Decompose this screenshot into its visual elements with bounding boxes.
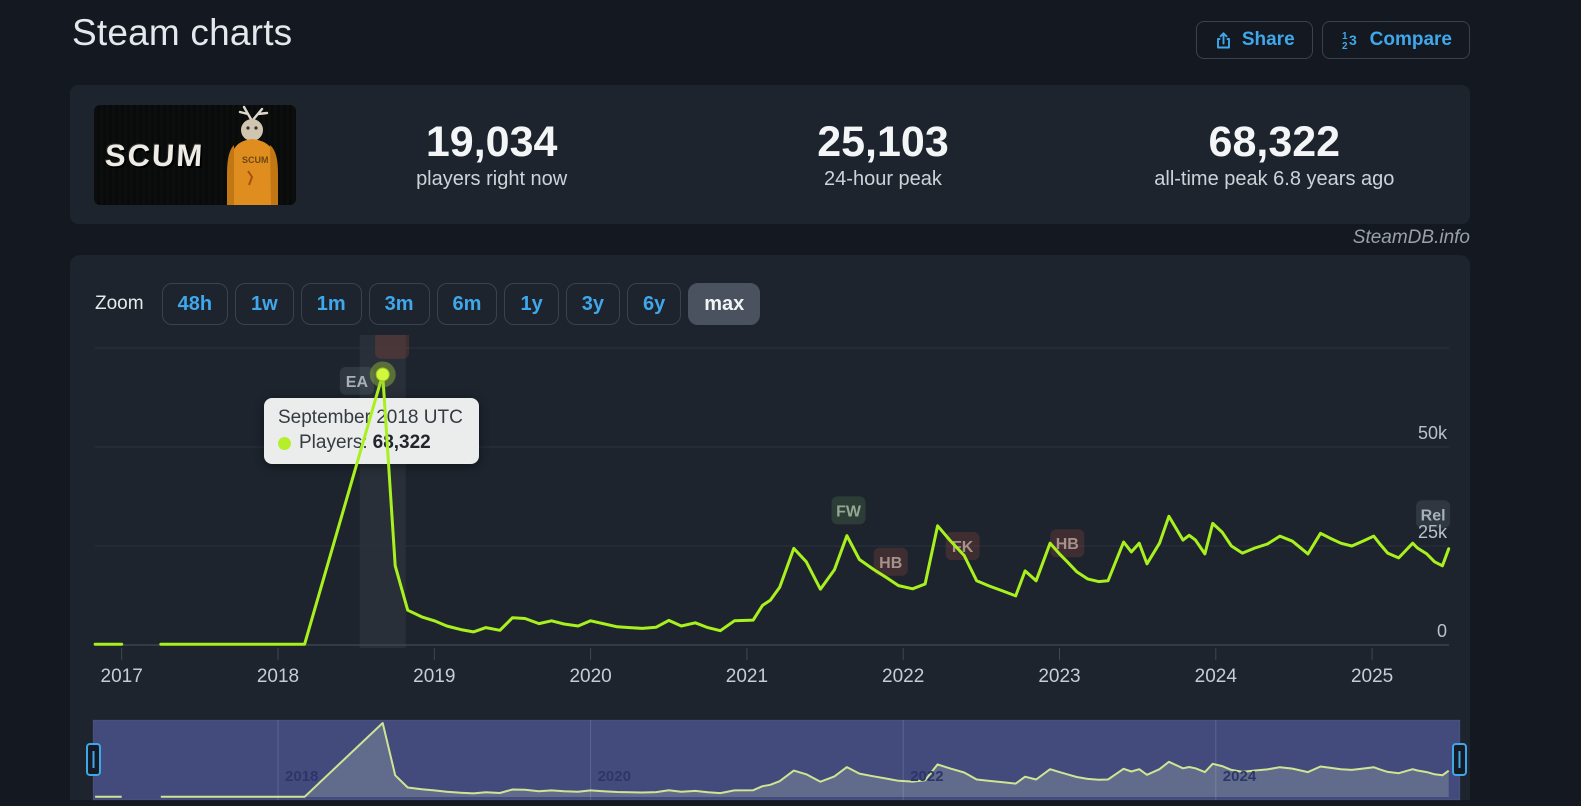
stats-columns: 19,034 players right now 25,103 24-hour … <box>296 118 1470 191</box>
y-axis-label: 50k <box>1418 423 1448 443</box>
stat-alltime-peak-value: 68,322 <box>1208 117 1341 166</box>
x-axis-label: 2020 <box>569 666 611 687</box>
range-button-48h[interactable]: 48h <box>161 283 229 325</box>
x-axis-label: 2022 <box>882 666 924 687</box>
x-axis-label: 2017 <box>101 666 143 687</box>
stats-panel: SCUM SCUM 19,034 players right now 25,10… <box>70 85 1470 224</box>
svg-text:EA: EA <box>346 374 369 391</box>
event-flag-EA[interactable]: EA <box>339 366 374 395</box>
steamdb-watermark: SteamDB.info <box>1352 227 1470 248</box>
event-flag-Rel[interactable]: Rel <box>1416 500 1451 529</box>
tooltip-title: September 2018 UTC <box>278 407 463 428</box>
navigator-year-label: 2020 <box>598 768 631 785</box>
chart-navigator[interactable]: 2018 2020 2022 2024 <box>86 719 1467 801</box>
range-button-1y[interactable]: 1y <box>504 283 559 325</box>
stat-24h-peak-value: 25,103 <box>817 117 949 166</box>
stat-24h-peak: 25,103 24-hour peak <box>687 118 1078 191</box>
range-button-3y[interactable]: 3y <box>565 283 620 325</box>
game-character-art: SCUM <box>204 105 296 205</box>
navigator-year-label: 2018 <box>285 768 318 785</box>
chart-tooltip: September 2018 UTC Players: 68,322 <box>264 398 479 464</box>
range-button-6m[interactable]: 6m <box>436 283 498 325</box>
x-axis-label: 2018 <box>257 666 299 687</box>
share-icon <box>1214 31 1233 50</box>
x-axis-label: 2025 <box>1351 666 1393 687</box>
svg-text:Rel: Rel <box>1421 507 1446 524</box>
game-capsule-image[interactable]: SCUM SCUM <box>94 104 296 205</box>
stat-alltime-peak: 68,322 all-time peak 6.8 years ago <box>1079 118 1470 191</box>
stat-current-players-label: players right now <box>416 168 568 191</box>
y-axis-label: 0 <box>1437 621 1447 641</box>
range-button-max[interactable]: max <box>688 283 761 325</box>
compare-button-label: Compare <box>1369 29 1452 50</box>
svg-text:2: 2 <box>1342 41 1348 50</box>
x-axis-label: 2021 <box>726 666 768 687</box>
svg-text:SCUM: SCUM <box>242 155 269 165</box>
stat-current-players: 19,034 players right now <box>296 118 687 191</box>
stat-24h-peak-label: 24-hour peak <box>824 168 942 191</box>
range-button-6y[interactable]: 6y <box>626 283 682 325</box>
range-button-1m[interactable]: 1m <box>300 283 362 325</box>
series-dot-icon <box>278 436 291 450</box>
chart-panel: Zoom 48h 1w 1m 3m 6m 1y 3y 6y max 50k 25k… <box>70 255 1470 801</box>
header-actions: Share 1 2 3 Compare <box>1195 21 1470 59</box>
svg-text:FW: FW <box>836 503 862 520</box>
game-title: SCUM <box>104 137 206 173</box>
range-button-3m[interactable]: 3m <box>368 283 430 325</box>
event-flag-HB[interactable]: HB <box>873 547 908 576</box>
svg-text:FK: FK <box>952 539 974 556</box>
compare-button[interactable]: 1 2 3 Compare <box>1321 21 1470 59</box>
event-flag-clipped[interactable] <box>375 335 410 359</box>
zoom-range-selector: Zoom 48h 1w 1m 3m 6m 1y 3y 6y max <box>95 283 761 325</box>
share-button-label: Share <box>1241 29 1295 50</box>
navigator-year-label: 2022 <box>910 768 943 785</box>
x-axis-label: 2019 <box>413 666 455 687</box>
event-flag-HB[interactable]: HB <box>1050 529 1085 558</box>
svg-text:1: 1 <box>1342 31 1348 42</box>
range-button-1w[interactable]: 1w <box>235 283 294 325</box>
stat-alltime-peak-label: all-time peak 6.8 years ago <box>1154 168 1395 191</box>
page-title: Steam charts <box>72 12 293 53</box>
stat-current-players-value: 19,034 <box>425 117 558 166</box>
navigator-year-label: 2024 <box>1223 768 1257 785</box>
zoom-label: Zoom <box>95 293 144 314</box>
navigator-handle-right[interactable] <box>1452 743 1467 776</box>
tooltip-series-label: Players: <box>299 432 368 453</box>
x-axis-label: 2023 <box>1038 666 1080 687</box>
svg-text:3: 3 <box>1349 32 1357 48</box>
x-axis-label: 2024 <box>1195 666 1238 687</box>
navigator-handle-left[interactable] <box>86 743 101 776</box>
compare-icon: 1 2 3 <box>1340 30 1361 50</box>
svg-text:HB: HB <box>1056 536 1079 553</box>
navigator-line <box>95 722 1450 798</box>
event-flag-FW[interactable]: FW <box>831 496 866 525</box>
svg-text:HB: HB <box>879 555 902 572</box>
share-button[interactable]: Share <box>1195 21 1313 59</box>
tooltip-value: 68,322 <box>372 432 431 453</box>
event-flag-FK[interactable]: FK <box>945 532 980 560</box>
